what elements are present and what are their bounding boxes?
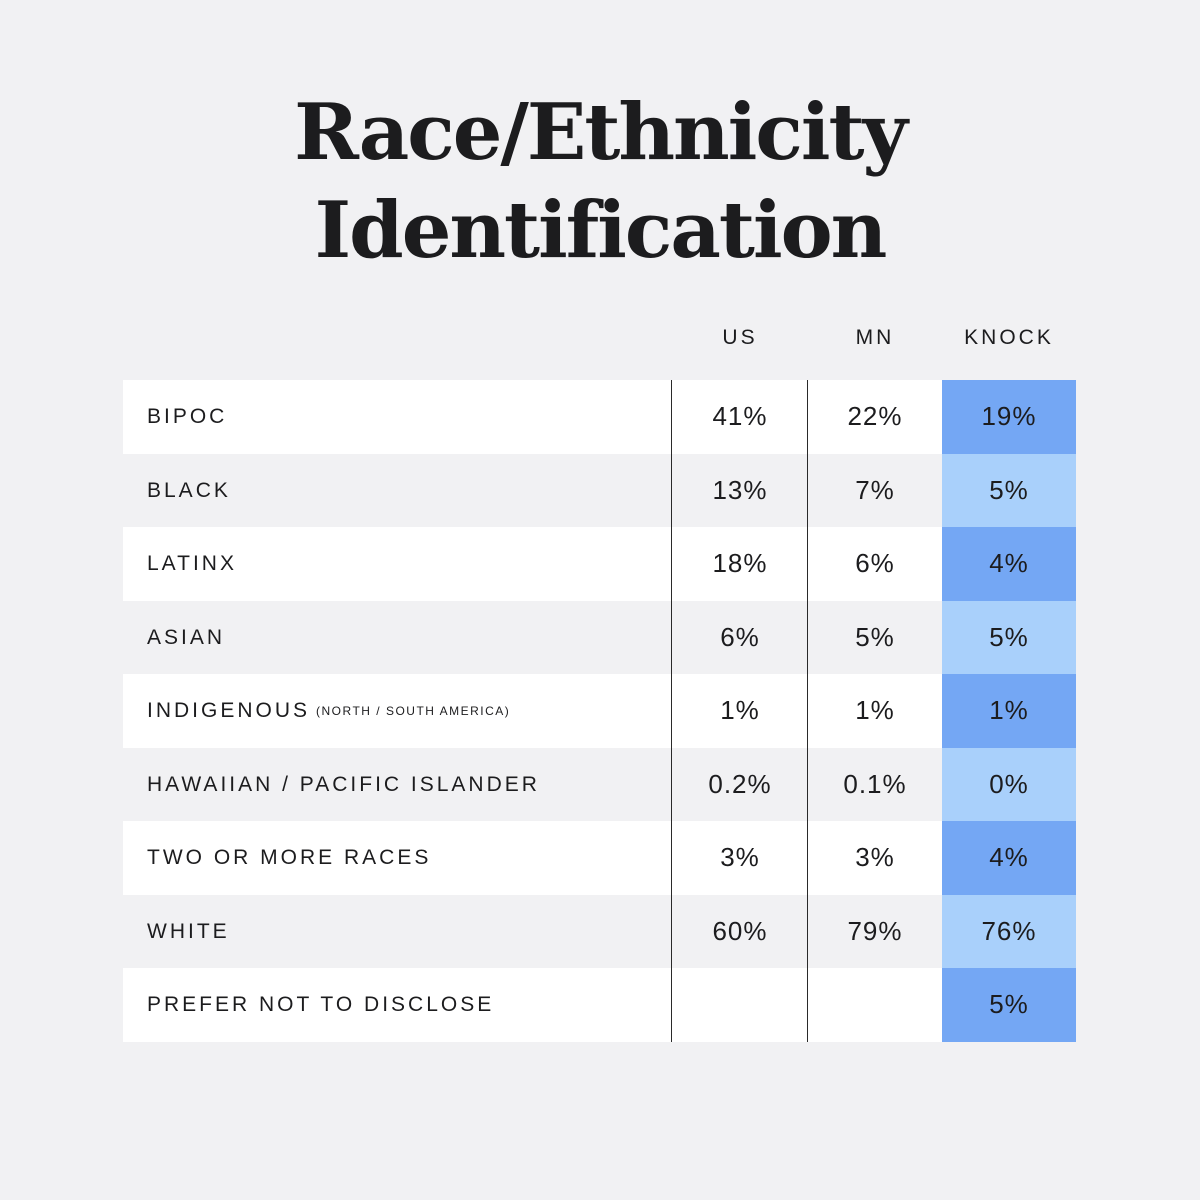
column-header-mn: MN	[855, 326, 895, 349]
value-cell-us: 18%	[712, 548, 768, 578]
table-row: LATINX 18% 6% 4%	[123, 527, 1076, 601]
table-row: TWO OR MORE RACES 3% 3% 4%	[123, 821, 1076, 895]
value-cell-us: 13%	[712, 474, 768, 505]
row-label-text: ASIAN	[147, 625, 226, 649]
value-cell-knock: 5%	[942, 453, 1076, 527]
value-cell-knock: 76%	[942, 894, 1076, 968]
table-row: ASIAN 6% 5% 5%	[123, 600, 1076, 675]
row-label: ASIAN	[147, 601, 225, 675]
column-header-us: US	[722, 326, 758, 349]
value-cell-mn: 22%	[847, 401, 903, 431]
value-cell-knock: 5%	[942, 600, 1076, 674]
data-table: BIPOC 41% 22% 19% BLACK 13% 7% 5% LATINX 18% 6% 4% A…	[123, 380, 1076, 1042]
row-label: PREFER NOT TO DISCLOSE	[147, 968, 494, 1042]
row-label: HAWAIIAN / PACIFIC ISLANDER	[147, 748, 540, 822]
value-cell-us	[672, 968, 808, 1042]
value-cell-us: 1%	[720, 695, 760, 725]
row-label-text: TWO OR MORE RACES	[147, 846, 432, 869]
chart-title: Race/Ethnicity Identification	[0, 84, 1200, 280]
value-cell-knock: 5%	[942, 968, 1076, 1042]
value-cell-mn: 7%	[855, 474, 895, 505]
row-label: LATINX	[147, 527, 237, 601]
row-label-note: (NORTH / SOUTH AMERICA)	[316, 703, 511, 718]
value-cell-knock: 1%	[942, 674, 1076, 748]
row-label-text: BLACK	[147, 478, 231, 502]
column-divider-us	[671, 380, 672, 1042]
table-row: BLACK 13% 7% 5%	[123, 453, 1076, 528]
value-cell-us: 0.2%	[708, 768, 772, 799]
value-cell-knock: 0%	[942, 747, 1076, 821]
chart-title-line-1: Race/Ethnicity	[294, 87, 908, 178]
row-label-text: PREFER NOT TO DISCLOSE	[147, 993, 495, 1016]
table-row: HAWAIIAN / PACIFIC ISLANDER 0.2% 0.1% 0%	[123, 747, 1076, 822]
value-cell-us: 3%	[720, 842, 760, 872]
row-label-text: INDIGENOUS	[147, 699, 311, 722]
table-row: INDIGENOUS (NORTH / SOUTH AMERICA) 1% 1% 1%	[123, 674, 1076, 748]
row-label-text: WHITE	[147, 919, 230, 943]
value-cell-us: 41%	[712, 401, 768, 431]
value-cell-us: 60%	[712, 915, 768, 946]
chart-title-line-2: Identification	[314, 185, 888, 276]
row-label: BIPOC	[147, 380, 227, 454]
value-cell-us: 6%	[720, 621, 760, 652]
value-cell-mn	[808, 968, 942, 1042]
value-cell-knock: 19%	[942, 380, 1076, 454]
column-header-knock: KNOCK	[964, 326, 1054, 349]
row-label-text: BIPOC	[147, 405, 228, 428]
value-cell-mn: 3%	[855, 842, 895, 872]
row-label-text: LATINX	[147, 552, 237, 575]
value-cell-mn: 5%	[855, 621, 895, 652]
table-row: BIPOC 41% 22% 19%	[123, 380, 1076, 454]
table-row: PREFER NOT TO DISCLOSE 5%	[123, 968, 1076, 1042]
row-label: INDIGENOUS (NORTH / SOUTH AMERICA)	[147, 674, 510, 748]
value-cell-mn: 6%	[855, 548, 895, 578]
value-cell-knock: 4%	[942, 821, 1076, 895]
value-cell-mn: 79%	[847, 915, 903, 946]
row-label: TWO OR MORE RACES	[147, 821, 431, 895]
row-label: BLACK	[147, 454, 231, 528]
row-label: WHITE	[147, 895, 230, 969]
value-cell-mn: 0.1%	[843, 768, 907, 799]
column-divider-mn	[807, 380, 808, 1042]
value-cell-knock: 4%	[942, 527, 1076, 601]
value-cell-mn: 1%	[855, 695, 895, 725]
row-label-text: HAWAIIAN / PACIFIC ISLANDER	[147, 772, 540, 796]
table-row: WHITE 60% 79% 76%	[123, 894, 1076, 969]
